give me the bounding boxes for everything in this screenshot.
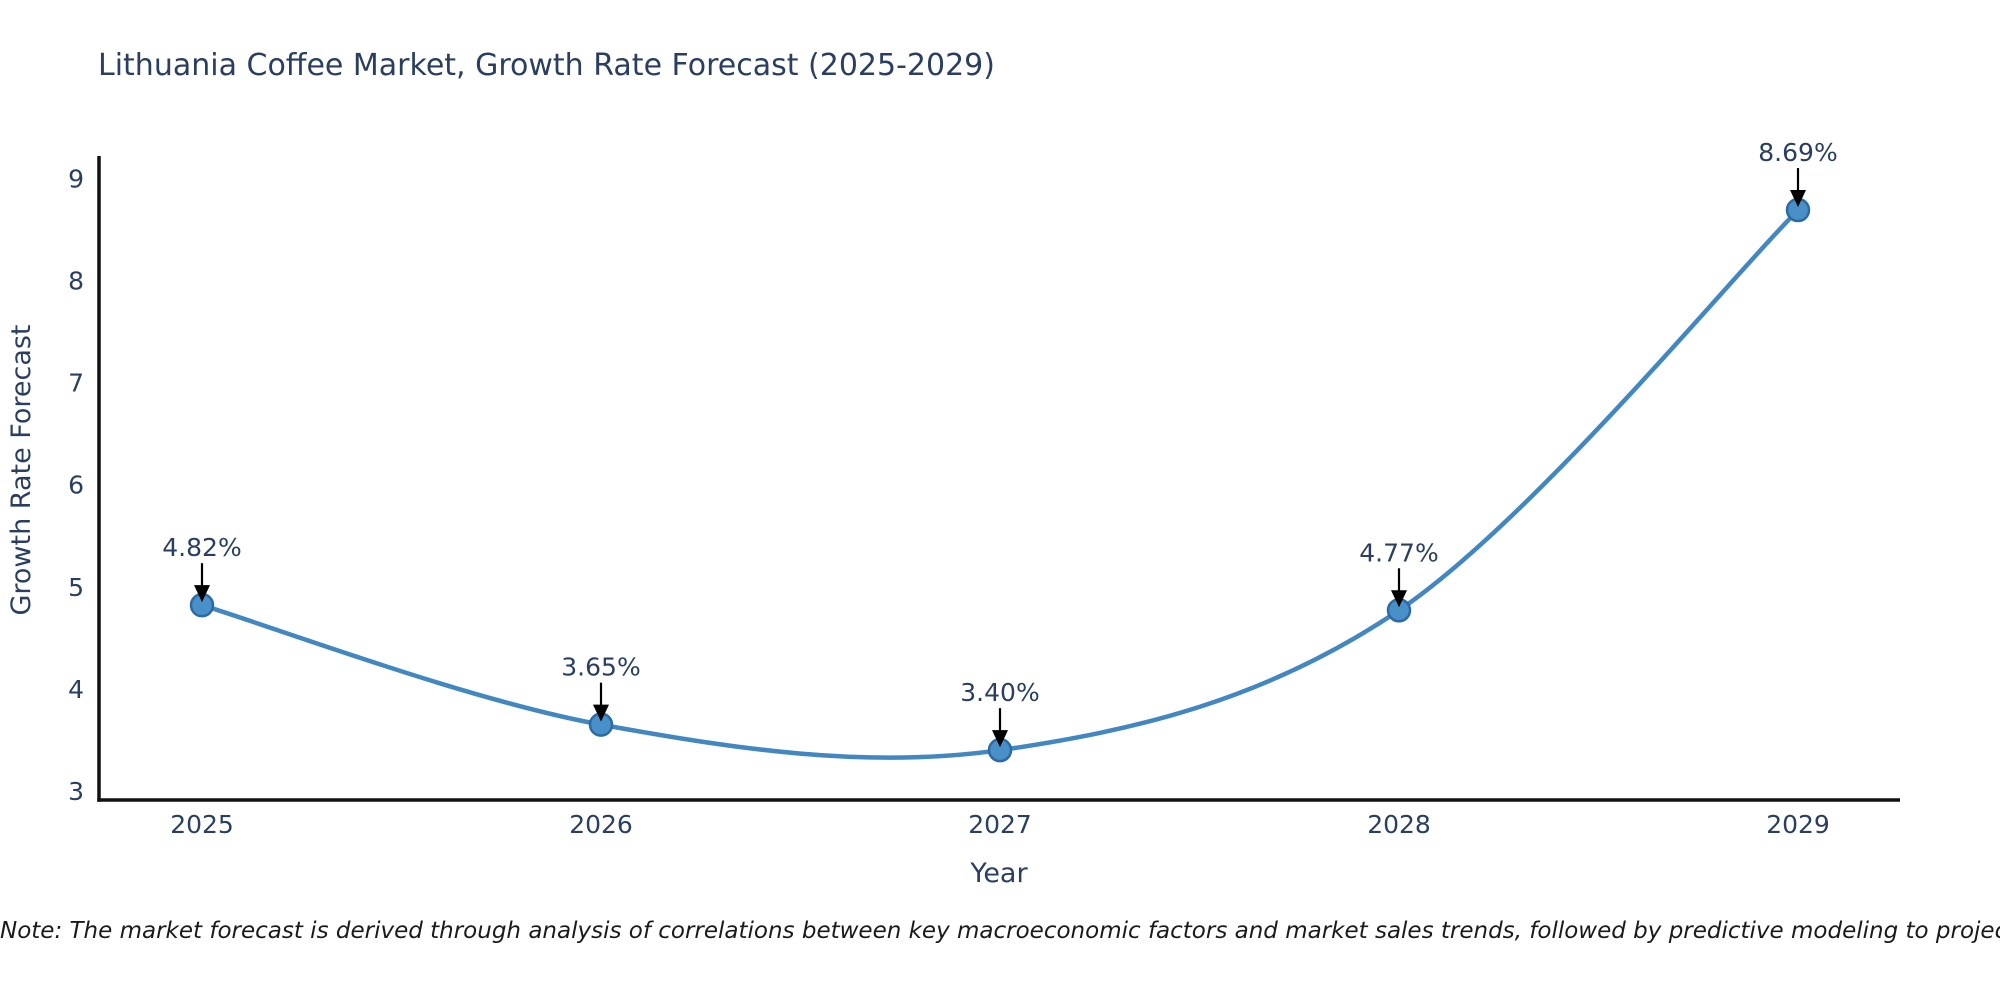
chart-title: Lithuania Coffee Market, Growth Rate For… (98, 48, 995, 83)
annotation-arrowhead (1391, 590, 1407, 608)
x-tick-label: 2027 (968, 810, 1032, 839)
series-layer (189, 197, 1811, 763)
footnote: Note: The market forecast is derived thr… (0, 918, 2000, 944)
y-tick-label: 5 (68, 573, 84, 602)
x-tick-label: 2029 (1766, 810, 1830, 839)
annotation-arrowhead (593, 704, 609, 722)
y-tick-label: 8 (68, 267, 84, 296)
annotation-layer: 4.82% 3.65% 3.40% 4.77% 8.69% (162, 138, 1838, 748)
y-tick-label: 4 (68, 675, 84, 704)
x-axis-title: Year (969, 858, 1028, 889)
y-tick-label: 3 (68, 777, 84, 806)
annotation-label: 4.82% (162, 533, 241, 562)
axes-layer: 3 4 5 6 7 8 9 2025 2026 2027 2028 2029 (68, 156, 1900, 839)
annotation-label: 3.40% (960, 678, 1039, 707)
x-tick-label: 2028 (1367, 810, 1431, 839)
annotation-label: 4.77% (1359, 538, 1438, 567)
x-tick-label: 2026 (569, 810, 633, 839)
annotation-arrowhead (992, 730, 1008, 748)
annotation-arrowhead (1790, 190, 1806, 208)
y-axis-title: Growth Rate Forecast (6, 324, 37, 615)
x-tick-label: 2025 (170, 810, 234, 839)
y-tick-label: 7 (68, 369, 84, 398)
trend-line (199, 207, 1801, 760)
annotation-label: 8.69% (1758, 138, 1837, 167)
y-tick-label: 9 (68, 164, 84, 193)
y-tick-label: 6 (68, 471, 84, 500)
annotation-label: 3.65% (561, 653, 640, 682)
annotation-arrowhead (194, 585, 210, 603)
